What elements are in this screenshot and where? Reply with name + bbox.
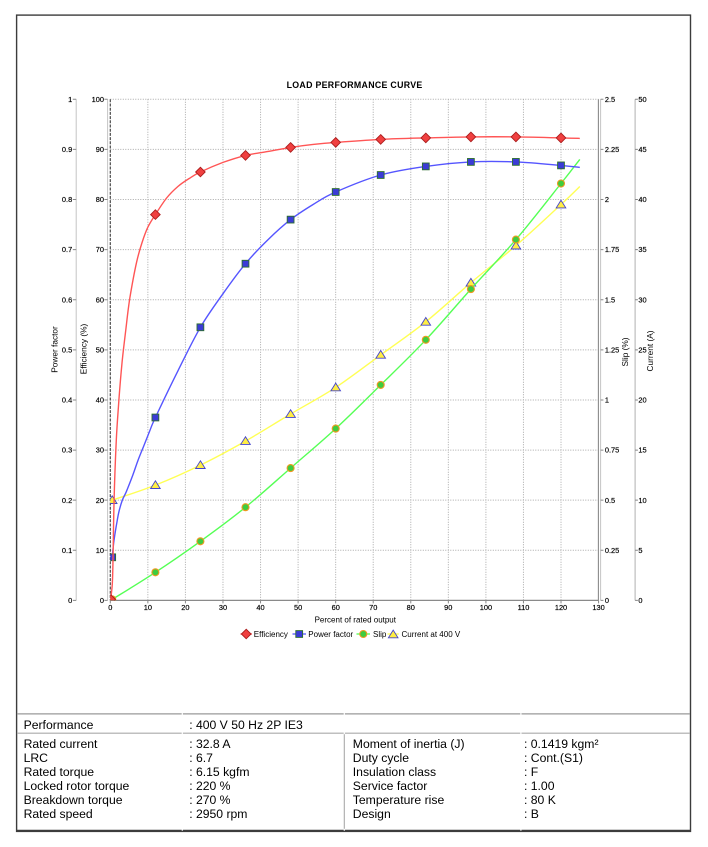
svg-text:40: 40 xyxy=(96,396,104,405)
svg-text:LOAD PERFORMANCE CURVE: LOAD PERFORMANCE CURVE xyxy=(287,80,423,90)
svg-text:40: 40 xyxy=(256,603,264,612)
svg-text:0.8: 0.8 xyxy=(62,195,72,204)
svg-text:1: 1 xyxy=(605,396,609,405)
svg-text:Slip: Slip xyxy=(373,630,387,639)
svg-text:20: 20 xyxy=(181,603,189,612)
svg-text:1.5: 1.5 xyxy=(605,295,615,304)
svg-text:20: 20 xyxy=(638,396,646,405)
svg-text:40: 40 xyxy=(638,195,646,204)
svg-text:: B: : B xyxy=(524,807,539,821)
svg-text:Power factor: Power factor xyxy=(49,326,59,373)
svg-text:0.5: 0.5 xyxy=(605,496,615,505)
svg-text:10: 10 xyxy=(144,603,152,612)
svg-text:80: 80 xyxy=(407,603,415,612)
svg-text:110: 110 xyxy=(518,603,530,612)
svg-text:10: 10 xyxy=(96,546,104,555)
svg-text:0.6: 0.6 xyxy=(62,295,72,304)
svg-text:1.75: 1.75 xyxy=(605,245,619,254)
svg-text:: 400 V 50 Hz 2P IE3: : 400 V 50 Hz 2P IE3 xyxy=(189,718,303,732)
svg-text:15: 15 xyxy=(638,446,646,455)
svg-text:0.9: 0.9 xyxy=(62,145,72,154)
svg-text:Moment of inertia (J): Moment of inertia (J) xyxy=(353,737,465,751)
svg-text:0.4: 0.4 xyxy=(62,396,72,405)
svg-text:: 1.00: : 1.00 xyxy=(524,779,555,793)
svg-text:100: 100 xyxy=(480,603,492,612)
svg-text:0.25: 0.25 xyxy=(605,546,619,555)
svg-text:: Cont.(S1): : Cont.(S1) xyxy=(524,751,583,765)
svg-text:130: 130 xyxy=(592,603,604,612)
svg-text:LRC: LRC xyxy=(24,751,49,765)
svg-text:Locked rotor torque: Locked rotor torque xyxy=(24,779,130,793)
svg-text:Current (A): Current (A) xyxy=(645,330,655,371)
svg-text:50: 50 xyxy=(96,345,104,354)
svg-text:10: 10 xyxy=(638,496,646,505)
svg-text:100: 100 xyxy=(92,95,104,104)
svg-text:0: 0 xyxy=(638,596,642,605)
svg-text:45: 45 xyxy=(638,145,646,154)
svg-text:1: 1 xyxy=(68,95,72,104)
svg-text:Rated torque: Rated torque xyxy=(24,765,95,779)
svg-text:Duty cycle: Duty cycle xyxy=(353,751,409,765)
svg-text:Current at 400 V: Current at 400 V xyxy=(402,630,461,639)
svg-text:0: 0 xyxy=(108,603,112,612)
svg-text:Design: Design xyxy=(353,807,391,821)
svg-text:0.2: 0.2 xyxy=(62,496,72,505)
svg-text:0.1: 0.1 xyxy=(62,546,72,555)
svg-text:0.7: 0.7 xyxy=(62,245,72,254)
svg-text:2: 2 xyxy=(605,195,609,204)
svg-text:Service factor: Service factor xyxy=(353,779,428,793)
svg-text:Efficiency (%): Efficiency (%) xyxy=(78,323,88,374)
svg-text:50: 50 xyxy=(294,603,302,612)
svg-text:30: 30 xyxy=(96,446,104,455)
svg-text:Power factor: Power factor xyxy=(308,630,353,639)
svg-text:Efficiency: Efficiency xyxy=(254,630,288,639)
svg-text:Rated speed: Rated speed xyxy=(24,807,93,821)
svg-text:60: 60 xyxy=(96,295,104,304)
svg-text:0.3: 0.3 xyxy=(62,446,72,455)
svg-text:: 2950 rpm: : 2950 rpm xyxy=(189,807,247,821)
svg-text:Performance: Performance xyxy=(24,718,94,732)
svg-text:90: 90 xyxy=(96,145,104,154)
svg-text:2.5: 2.5 xyxy=(605,95,615,104)
svg-text:30: 30 xyxy=(638,295,646,304)
svg-text:30: 30 xyxy=(219,603,227,612)
svg-text:: 6.15 kgfm: : 6.15 kgfm xyxy=(189,765,249,779)
svg-text:0: 0 xyxy=(605,596,609,605)
svg-text:0: 0 xyxy=(68,596,72,605)
svg-text:: 270 %: : 270 % xyxy=(189,793,230,807)
svg-text:: 6.7: : 6.7 xyxy=(189,751,213,765)
svg-text:20: 20 xyxy=(96,496,104,505)
svg-text:: 32.8 A: : 32.8 A xyxy=(189,737,231,751)
svg-text:0: 0 xyxy=(100,596,104,605)
svg-text:50: 50 xyxy=(638,95,646,104)
svg-text:25: 25 xyxy=(638,345,646,354)
svg-text:: 0.1419 kgm²: : 0.1419 kgm² xyxy=(524,737,599,751)
svg-text:60: 60 xyxy=(332,603,340,612)
svg-text:Temperature rise: Temperature rise xyxy=(353,793,445,807)
svg-text:120: 120 xyxy=(555,603,567,612)
svg-text:: 220 %: : 220 % xyxy=(189,779,230,793)
svg-text:Slip (%): Slip (%) xyxy=(620,337,630,366)
svg-text:: F: : F xyxy=(524,765,538,779)
svg-text:Breakdown torque: Breakdown torque xyxy=(24,793,123,807)
svg-text:80: 80 xyxy=(96,195,104,204)
svg-text:90: 90 xyxy=(444,603,452,612)
svg-text:0.75: 0.75 xyxy=(605,446,619,455)
svg-text:5: 5 xyxy=(638,546,642,555)
svg-text:1.25: 1.25 xyxy=(605,345,619,354)
svg-text:70: 70 xyxy=(96,245,104,254)
svg-text:Percent of rated output: Percent of rated output xyxy=(315,615,397,624)
svg-text:0.5: 0.5 xyxy=(62,345,72,354)
svg-text:: 80 K: : 80 K xyxy=(524,793,556,807)
svg-text:70: 70 xyxy=(369,603,377,612)
svg-text:2.25: 2.25 xyxy=(605,145,619,154)
svg-text:Rated current: Rated current xyxy=(24,737,98,751)
svg-text:35: 35 xyxy=(638,245,646,254)
svg-text:Insulation class: Insulation class xyxy=(353,765,436,779)
